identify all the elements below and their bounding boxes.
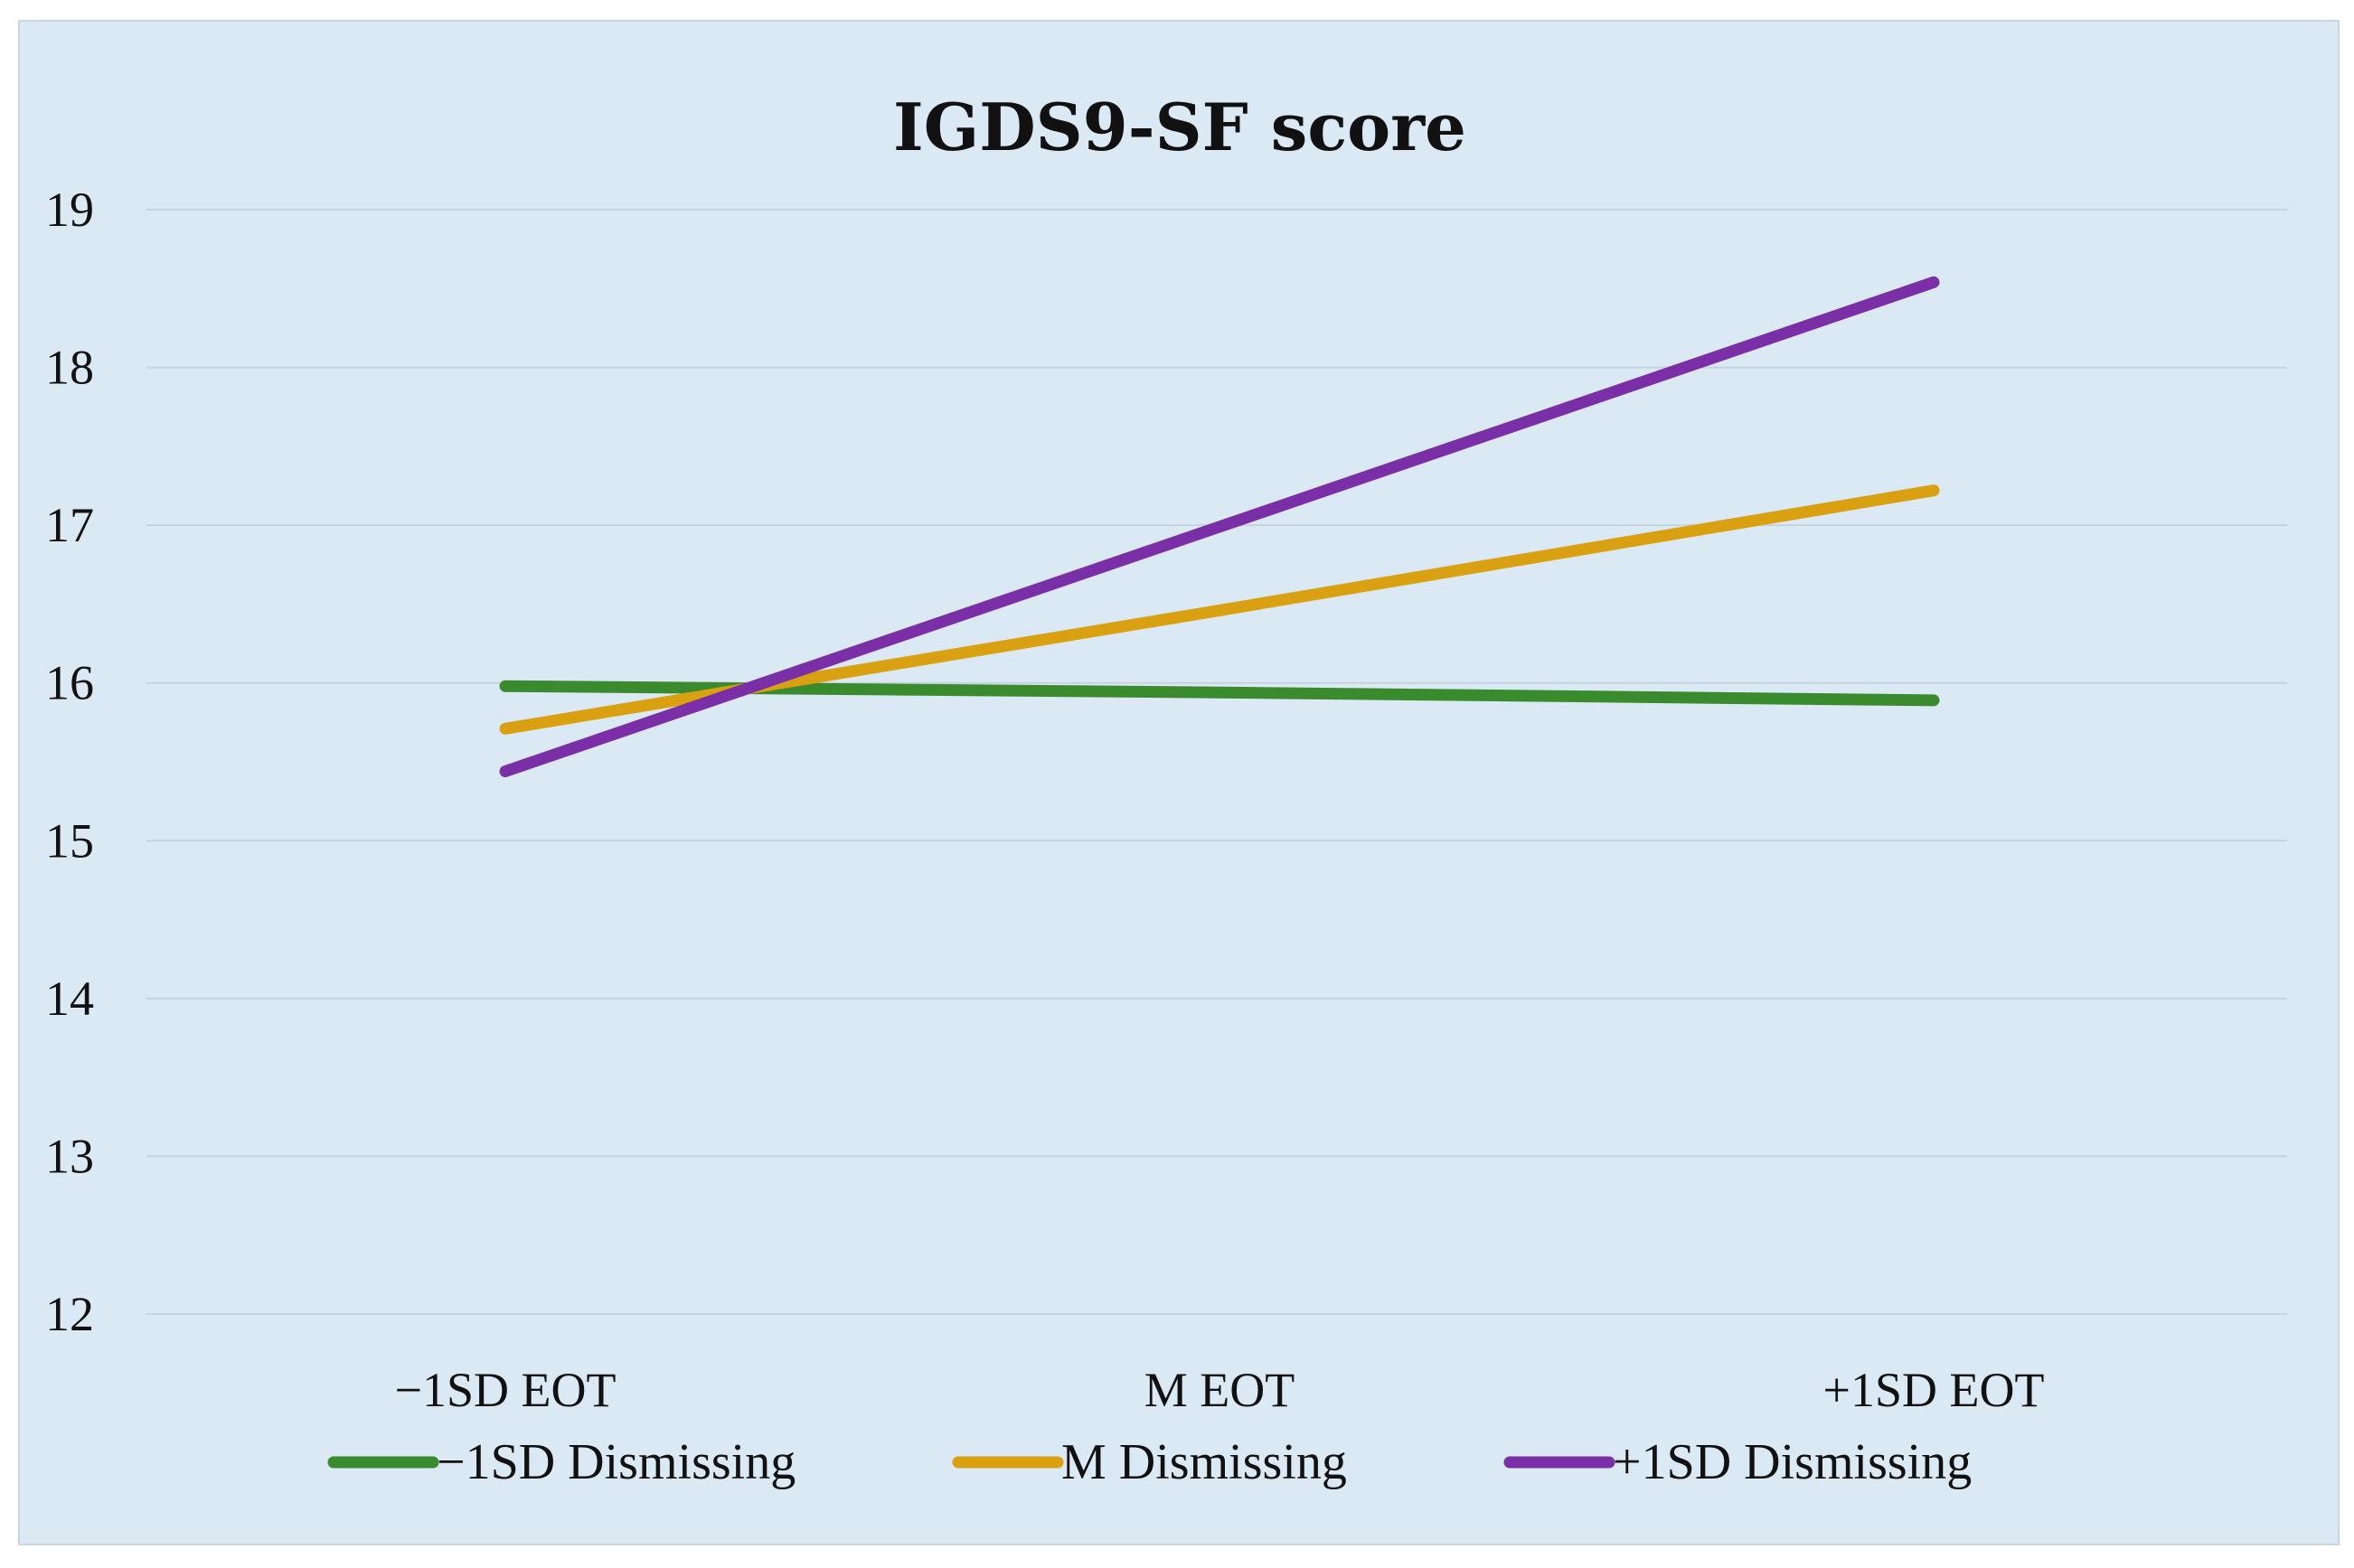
legend-label: M Dismissing bbox=[1061, 1434, 1347, 1490]
x-tick-label: +1SD EOT bbox=[1823, 1363, 2045, 1417]
y-tick-label: 14 bbox=[45, 972, 94, 1026]
line-chart: IGDS9-SF score 12 13 14 15 16 17 18 19 −1SD EOT… bbox=[45, 89, 2287, 1490]
y-tick-label: 13 bbox=[45, 1129, 94, 1183]
y-tick-label: 17 bbox=[45, 498, 94, 552]
chart-area: IGDS9-SF score 12 13 14 15 16 17 18 19 −1SD EOT… bbox=[18, 20, 2340, 1545]
y-tick-label: 16 bbox=[45, 656, 94, 710]
y-tick-label: 12 bbox=[45, 1287, 94, 1341]
x-tick-label: −1SD EOT bbox=[395, 1363, 617, 1417]
chart-title: IGDS9-SF score bbox=[893, 89, 1466, 165]
x-tick-label: M EOT bbox=[1144, 1363, 1295, 1417]
legend-label: +1SD Dismissing bbox=[1613, 1434, 1972, 1490]
x-axis-tick-labels: −1SD EOT M EOT +1SD EOT bbox=[395, 1363, 2045, 1417]
series-line-3 bbox=[499, 276, 1940, 777]
y-tick-label: 19 bbox=[45, 183, 94, 237]
y-tick-label: 15 bbox=[45, 813, 94, 868]
y-tick-label: 18 bbox=[45, 341, 94, 395]
y-axis-tick-labels: 12 13 14 15 16 17 18 19 bbox=[45, 183, 94, 1341]
series-lines bbox=[499, 276, 1940, 777]
legend-label: −1SD Dismissing bbox=[437, 1434, 796, 1490]
gridlines bbox=[146, 209, 2287, 1315]
legend: −1SD Dismissing M Dismissing +1SD Dismissi… bbox=[327, 1434, 1972, 1490]
